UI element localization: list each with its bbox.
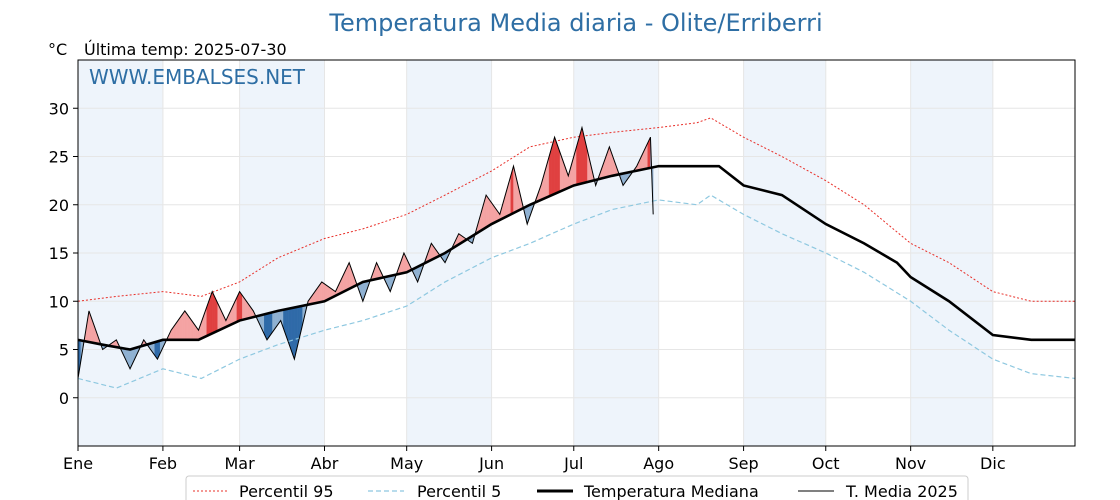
x-axis-ticks: Ene Feb Mar Abr May Jun Jul Ago Sep Oct Nov Dic <box>63 446 1006 473</box>
x-tick-label-Dic: Dic <box>980 454 1006 473</box>
legend: Percentil 95 Percentil 5 Temperatura Med… <box>185 475 969 500</box>
series-line-p5 <box>77 194 1076 389</box>
fill-day-90 <box>321 281 325 303</box>
chart-title: Temperatura Media diaria - Olite/Erriber… <box>328 9 822 37</box>
x-tick-label-Ene: Ene <box>63 454 93 473</box>
x-tick-label-Jul: Jul <box>563 454 583 473</box>
legend-box <box>185 475 969 500</box>
fill-day-39 <box>181 310 186 341</box>
y-tick-label-15: 15 <box>49 244 69 263</box>
x-tick-label-Abr: Abr <box>311 454 339 473</box>
y-tick-label-0: 0 <box>59 389 69 408</box>
legend-label-p5: Percentil 5 <box>417 482 501 500</box>
y-axis-ticks: 0 5 10 15 20 25 30 <box>49 99 78 408</box>
fill-day-40 <box>184 310 188 341</box>
legend-label-p95: Percentil 95 <box>239 482 334 500</box>
x-tick-label-Feb: Feb <box>149 454 177 473</box>
fill-day-60 <box>239 290 243 321</box>
legend-label-current: T. Media 2025 <box>845 482 958 500</box>
x-tick-label-Jun: Jun <box>478 454 504 473</box>
x-tick-label-Nov: Nov <box>895 454 926 473</box>
y-tick-label-10: 10 <box>49 292 69 311</box>
series-line-p95 <box>77 117 1075 302</box>
y-tick-label-20: 20 <box>49 196 69 215</box>
x-tick-label-May: May <box>390 454 423 473</box>
y-unit-label: °C <box>48 40 67 59</box>
series-lines <box>77 117 1076 389</box>
fill-day-175 <box>554 137 558 195</box>
watermark: WWW.EMBALSES.NET <box>89 65 306 89</box>
x-tick-label-Ago: Ago <box>643 454 674 473</box>
legend-label-median: Temperatura Mediana <box>583 482 759 500</box>
series-line-current <box>77 125 654 379</box>
series-line-median <box>77 164 1075 351</box>
fill-day-150 <box>485 194 490 228</box>
y-tick-label-30: 30 <box>49 99 69 118</box>
x-tick-label-Oct: Oct <box>812 454 840 473</box>
y-tick-label-25: 25 <box>49 148 69 167</box>
fill-day-50 <box>212 291 216 334</box>
x-tick-label-Mar: Mar <box>225 454 256 473</box>
last-update-label: Última temp: 2025-07-30 <box>84 40 287 59</box>
x-tick-label-Sep: Sep <box>729 454 759 473</box>
y-tick-label-5: 5 <box>59 341 69 360</box>
